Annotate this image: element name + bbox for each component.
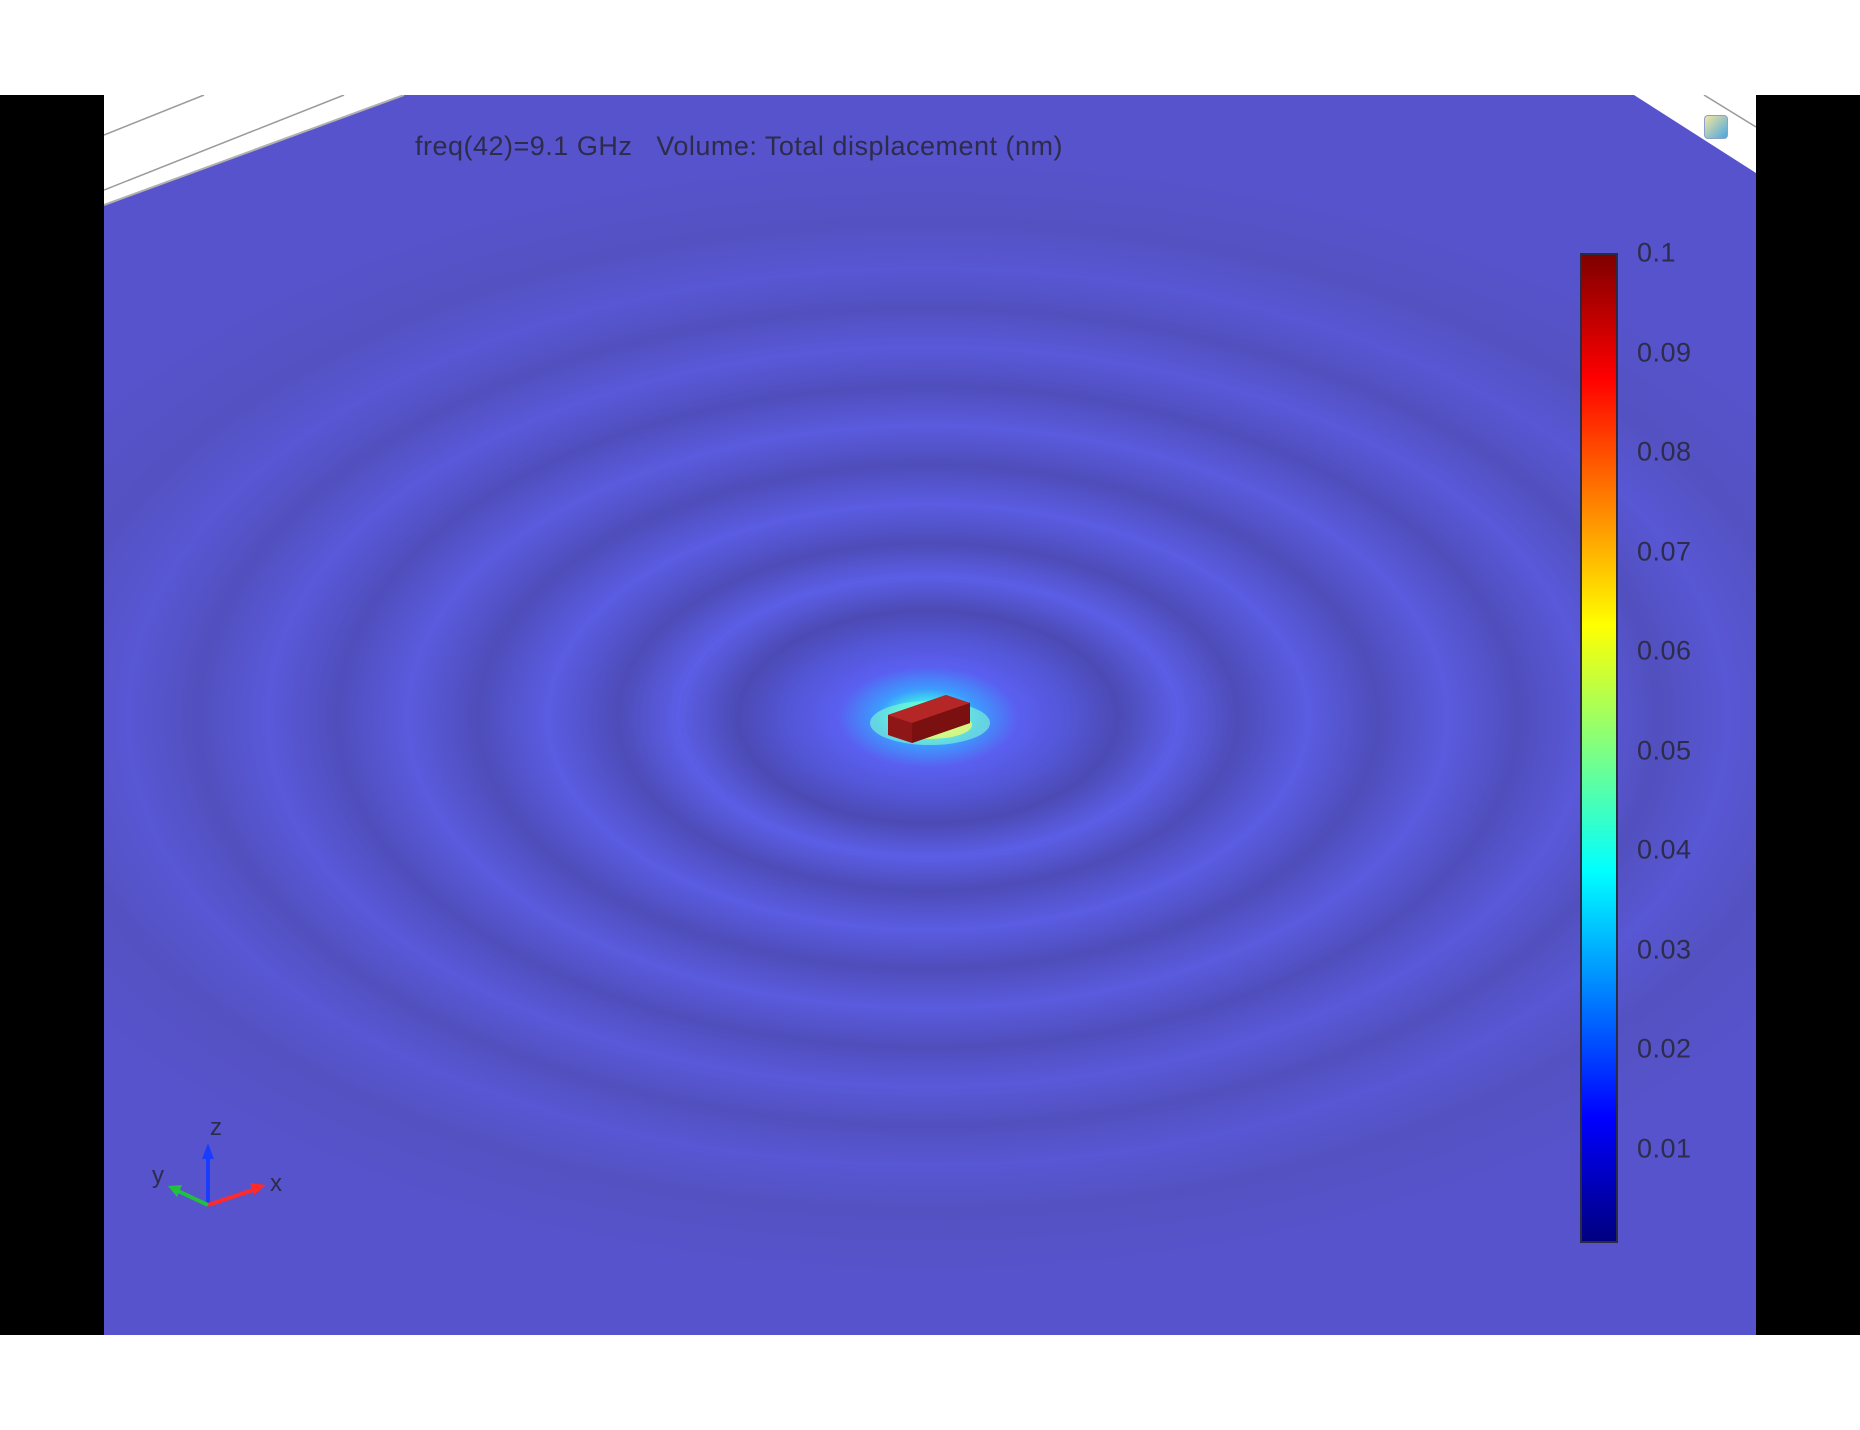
colorbar-tick-label: 0.07 xyxy=(1637,536,1692,566)
axis-label-y: y xyxy=(152,1162,164,1189)
right-letterbox xyxy=(1756,95,1860,1335)
colorbar-tick-label: 0.03 xyxy=(1637,934,1692,964)
left-letterbox xyxy=(0,95,104,1335)
color-legend-bar xyxy=(1580,253,1618,1243)
colorbar-tick-label: 0.05 xyxy=(1637,735,1692,765)
ground-plane-corner-right xyxy=(1634,95,1756,173)
colorbar-tick-label: 0.02 xyxy=(1637,1033,1692,1064)
resonator-block xyxy=(888,695,970,743)
colorbar-tick-label: 0.04 xyxy=(1637,834,1692,865)
view-toggle-icon[interactable] xyxy=(1704,115,1728,139)
displacement-plot xyxy=(104,95,1756,1335)
plot-title: freq(42)=9.1 GHz Volume: Total displacem… xyxy=(414,131,1064,161)
axis-label-x: x xyxy=(270,1170,282,1197)
graphics-viewport[interactable]: freq(42)=9.1 GHz Volume: Total displacem… xyxy=(104,95,1756,1335)
axis-label-z: z xyxy=(210,1115,222,1141)
colorbar-tick-label: 0.09 xyxy=(1637,337,1692,367)
colorbar-tick-label: 0.06 xyxy=(1637,635,1692,666)
axis-orientation-triad: z x y xyxy=(152,1115,282,1207)
colorbar-tick-label: 0.01 xyxy=(1637,1133,1692,1163)
colorbar-tick-label: 0.1 xyxy=(1637,237,1677,268)
colorbar-tick-label: 0.08 xyxy=(1637,436,1692,467)
